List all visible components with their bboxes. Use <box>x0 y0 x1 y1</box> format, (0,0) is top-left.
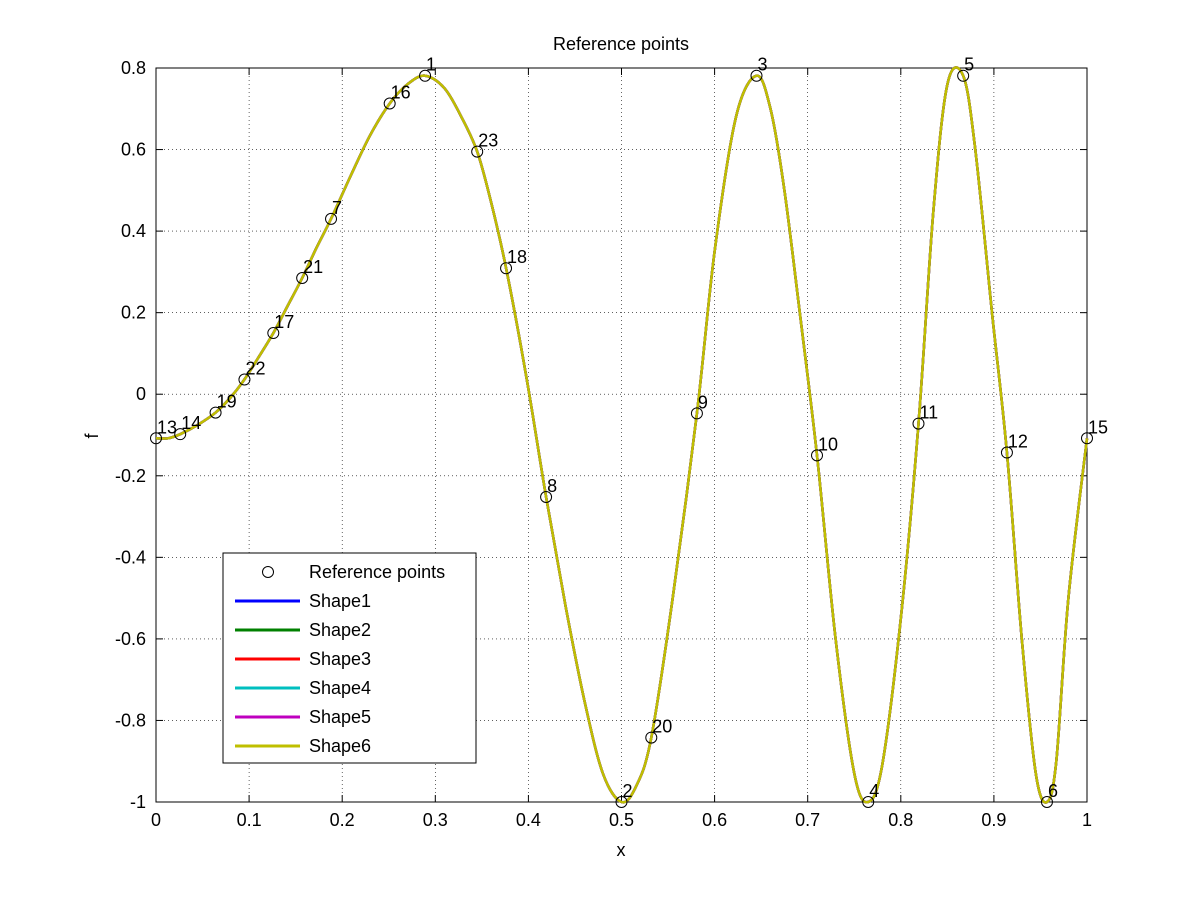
reference-point-label: 20 <box>652 717 672 737</box>
legend-marker-reference-points <box>262 566 274 578</box>
reference-point-marker <box>471 145 484 158</box>
legend-label-shape6: Shape6 <box>309 736 371 756</box>
reference-point-label: 10 <box>818 434 838 454</box>
y-tick-label: -0.4 <box>115 547 146 567</box>
reference-point-label: 6 <box>1048 781 1058 801</box>
reference-point-marker <box>267 327 280 340</box>
reference-point-marker <box>957 69 970 82</box>
reference-point-marker <box>150 432 162 445</box>
reference-point-label: 21 <box>303 257 323 277</box>
x-axis-label: x <box>617 840 626 860</box>
y-tick-label: 0.2 <box>121 303 146 323</box>
reference-point-label: 12 <box>1008 432 1028 452</box>
y-axis-label: f <box>82 433 102 439</box>
reference-point-label: 13 <box>157 417 177 437</box>
reference-point-label: 9 <box>698 392 708 412</box>
y-tick-label: -0.6 <box>115 629 146 649</box>
x-tick-label: 0.2 <box>330 810 355 830</box>
y-tick-label: 0 <box>136 384 146 404</box>
reference-point-marker <box>615 796 628 808</box>
reference-point-label: 11 <box>919 403 938 423</box>
reference-point-marker <box>296 272 309 285</box>
x-tick-label: 0.9 <box>981 810 1006 830</box>
x-tick-label: 0 <box>151 810 161 830</box>
x-tick-label: 0.5 <box>609 810 634 830</box>
y-tick-label: -0.8 <box>115 710 146 730</box>
reference-point-marker <box>238 373 251 386</box>
curve-shape6 <box>155 66 1089 804</box>
x-tick-label: 0.6 <box>702 810 727 830</box>
y-tick-label: -1 <box>130 792 146 812</box>
reference-point-marker <box>540 490 553 503</box>
reference-point-label: 18 <box>507 247 527 267</box>
x-tick-label: 1 <box>1082 810 1092 830</box>
reference-point-label: 3 <box>757 55 767 75</box>
reference-point-label: 2 <box>623 781 633 801</box>
legend-label-shape5: Shape5 <box>309 707 371 727</box>
reference-point-marker <box>912 417 925 430</box>
shape-curves <box>155 66 1089 804</box>
reference-point-label: 5 <box>964 55 974 75</box>
y-tick-label: -0.2 <box>115 466 146 486</box>
reference-point-label: 1 <box>426 55 436 75</box>
reference-point-marker <box>750 69 763 82</box>
reference-point-marker <box>419 69 432 82</box>
x-tick-label: 0.7 <box>795 810 820 830</box>
legend-label-shape1: Shape1 <box>309 591 371 611</box>
reference-point-marker <box>645 731 658 744</box>
chart-title: Reference points <box>553 34 689 54</box>
reference-point-label: 17 <box>274 312 294 332</box>
reference-point-label: 15 <box>1088 417 1108 437</box>
x-tick-label: 0.4 <box>516 810 541 830</box>
legend-label-shape2: Shape2 <box>309 620 371 640</box>
legend-label-reference-points: Reference points <box>309 562 445 582</box>
reference-point-label: 4 <box>869 781 879 801</box>
y-tick-label: 0.6 <box>121 140 146 160</box>
reference-point-label: 22 <box>245 359 265 379</box>
legend: Reference points Shape1 Shape2 Shape3 Shape4… <box>222 552 477 764</box>
reference-point-marker <box>500 262 513 275</box>
reference-point-marker <box>811 449 824 462</box>
reference-point-marker <box>1081 432 1093 445</box>
x-tick-label: 0.1 <box>237 810 262 830</box>
y-tick-label: 0.4 <box>121 221 146 241</box>
reference-point-marker <box>862 796 875 808</box>
reference-point-label: 23 <box>478 131 498 151</box>
reference-point-marker <box>1040 796 1053 808</box>
reference-point-label: 14 <box>181 413 201 433</box>
reference-point-label: 19 <box>217 392 237 412</box>
reference-point-label: 16 <box>391 82 411 102</box>
legend-label-shape3: Shape3 <box>309 649 371 669</box>
reference-point-marker <box>209 406 222 419</box>
y-tick-label: 0.8 <box>121 58 146 78</box>
reference-point-marker <box>174 428 187 441</box>
reference-point-marker <box>690 407 703 420</box>
axis-ticks: 0 0.1 0.2 0.3 0.4 0.5 0.6 0.7 0.8 0.9 1 -1 -0.8 -0.6 -… <box>115 58 1092 830</box>
reference-point-marker <box>1000 446 1013 459</box>
reference-point-label: 8 <box>547 476 557 496</box>
reference-point-label: 7 <box>332 198 342 218</box>
reference-point-marker <box>383 97 396 110</box>
x-tick-label: 0.3 <box>423 810 448 830</box>
legend-label-shape4: Shape4 <box>309 678 371 698</box>
reference-point-marker <box>325 212 338 225</box>
x-tick-label: 0.8 <box>888 810 913 830</box>
